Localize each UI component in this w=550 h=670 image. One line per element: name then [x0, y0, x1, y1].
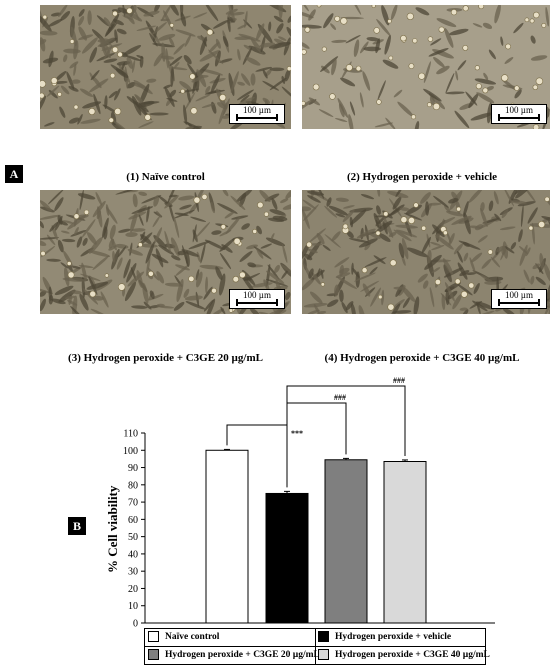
- scale-bar-4: 100 µm: [491, 289, 547, 309]
- y-tick-label: 100: [123, 446, 138, 457]
- y-axis-label: % Cell viability: [105, 485, 120, 573]
- micrograph-3: 100 µm: [40, 190, 291, 314]
- bar-hp-c3ge20: [324, 459, 368, 624]
- micrograph-4: 100 µm: [302, 190, 550, 314]
- y-tick-label: 50: [128, 532, 138, 543]
- significance-label: ###: [334, 393, 346, 402]
- legend-item-naive: Naïve control: [148, 631, 219, 642]
- legend-item-vehicle: Hydrogen peroxide + vehicle: [318, 631, 451, 642]
- panel-b-tag: B: [68, 517, 86, 535]
- bar-naive-control: [205, 449, 249, 624]
- y-tick-label: 60: [128, 515, 138, 526]
- micrograph-1: 100 µm: [40, 5, 291, 129]
- micrograph-3-texture: [40, 190, 291, 314]
- scale-bar-2: 100 µm: [491, 104, 547, 124]
- bar-hp-vehicle: [265, 492, 309, 624]
- micrograph-2-texture: [302, 5, 550, 129]
- caption-1: (1) Naïve control: [126, 171, 205, 183]
- legend-swatch-c3ge40: [318, 649, 329, 660]
- scale-bar-1: 100 µm: [229, 104, 285, 124]
- caption-3: (3) Hydrogen peroxide + C3GE 20 µg/mL: [68, 352, 263, 364]
- legend-item-c3ge40: Hydrogen peroxide + C3GE 40 µg/mL: [318, 649, 490, 660]
- y-tick-label: 40: [128, 549, 138, 560]
- y-tick-label: 110: [123, 429, 138, 440]
- caption-2: (2) Hydrogen peroxide + vehicle: [346, 171, 498, 183]
- significance-label: ###: [393, 376, 405, 385]
- scale-bar-3: 100 µm: [229, 289, 285, 309]
- y-tick-label: 70: [128, 498, 138, 509]
- significance-label: ***: [291, 429, 303, 438]
- panel-a-tag: A: [5, 165, 23, 183]
- caption-4: (4) Hydrogen peroxide + C3GE 40 µg/mL: [324, 352, 520, 364]
- y-tick-label: 30: [128, 567, 138, 578]
- legend-swatch-naive: [148, 631, 159, 642]
- significance-bracket: [286, 385, 406, 456]
- y-tick-label: 10: [128, 601, 138, 612]
- y-tick-label: 80: [128, 480, 138, 491]
- legend-swatch-c3ge20: [148, 649, 159, 660]
- micrograph-1-texture: [40, 5, 291, 129]
- y-tick-label: 90: [128, 463, 138, 474]
- micrograph-4-texture: [302, 190, 550, 314]
- y-tick-label: 20: [128, 584, 138, 595]
- significance-bracket: [226, 424, 288, 488]
- legend: [144, 628, 486, 665]
- micrograph-2: 100 µm: [302, 5, 550, 129]
- legend-swatch-vehicle: [318, 631, 329, 642]
- legend-item-c3ge20: Hydrogen peroxide + C3GE 20 µg/mL: [148, 649, 320, 660]
- bar-hp-c3ge40: [383, 461, 427, 624]
- cell-viability-chart: 0 10 20 30 40 50 60 70 80 90 100 110 % Cell viabilit…: [105, 376, 495, 630]
- y-tick-label: 0: [133, 619, 138, 630]
